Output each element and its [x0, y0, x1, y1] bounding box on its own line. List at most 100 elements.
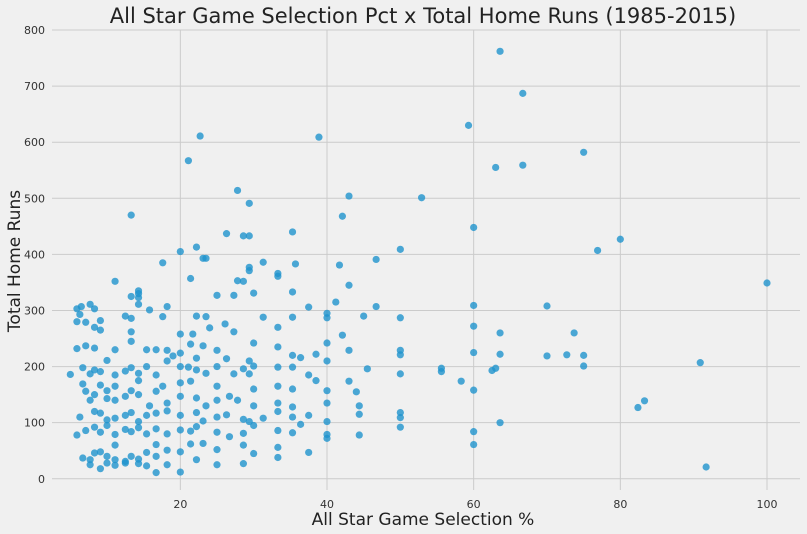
- scatter-point: [202, 313, 210, 321]
- scatter-point: [332, 298, 340, 306]
- scatter-point: [152, 425, 160, 433]
- scatter-point: [225, 392, 234, 400]
- scatter-point: [470, 348, 478, 357]
- scatter-point: [73, 318, 81, 326]
- scatter-point: [338, 212, 346, 220]
- scatter-point: [225, 433, 234, 441]
- scatter-point: [187, 340, 195, 348]
- scatter-point: [396, 423, 404, 431]
- scatter-point: [492, 364, 500, 372]
- scatter-point: [288, 363, 297, 371]
- scatter-point: [163, 399, 171, 407]
- scatter-point: [580, 362, 588, 370]
- scatter-point: [239, 460, 247, 468]
- scatter-point: [323, 309, 331, 317]
- scatter-point: [187, 427, 195, 435]
- scatter-point: [176, 411, 184, 419]
- scatter-point: [230, 291, 238, 299]
- scatter-point: [202, 402, 210, 410]
- scatter-point: [103, 356, 111, 365]
- scatter-point: [145, 402, 154, 410]
- y-tick-label: 300: [24, 304, 45, 317]
- scatter-point: [396, 351, 404, 359]
- scatter-point: [111, 382, 119, 390]
- scatter-point: [103, 459, 111, 467]
- scatter-point: [103, 452, 111, 460]
- scatter-point: [634, 403, 642, 412]
- scatter-point: [470, 301, 478, 310]
- scatter-point: [152, 371, 160, 379]
- scatter-point: [103, 421, 111, 430]
- scatter-point: [274, 323, 282, 331]
- scatter-point: [176, 392, 184, 400]
- scatter-point: [470, 440, 478, 449]
- scatter-point: [143, 448, 151, 457]
- scatter-point: [437, 368, 445, 376]
- scatter-point: [213, 362, 221, 371]
- scatter-point: [163, 461, 171, 469]
- scatter-point: [345, 192, 353, 200]
- scatter-point: [127, 292, 135, 301]
- scatter-point: [250, 289, 258, 297]
- scatter-point: [288, 228, 297, 236]
- scatter-point: [305, 303, 313, 311]
- x-tick-label: 20: [173, 498, 187, 511]
- scatter-point: [82, 387, 90, 395]
- y-tick-label: 600: [24, 136, 45, 149]
- scatter-point: [134, 377, 143, 385]
- scatter-point: [82, 426, 90, 435]
- scatter-point: [111, 371, 119, 379]
- scatter-point: [163, 407, 171, 415]
- scatter-point: [82, 342, 90, 350]
- scatter-point: [470, 223, 478, 232]
- scatter-point: [230, 328, 238, 336]
- scatter-point: [418, 194, 426, 202]
- scatter-point: [152, 387, 160, 395]
- scatter-point: [96, 409, 104, 417]
- scatter-point: [496, 329, 504, 337]
- scatter-point: [297, 354, 305, 362]
- scatter-point: [372, 302, 380, 311]
- scatter-point: [297, 420, 305, 428]
- scatter-point: [163, 446, 171, 454]
- scatter-point: [259, 414, 267, 422]
- scatter-point: [239, 365, 247, 373]
- scatter-point: [111, 396, 119, 404]
- scatter-point: [90, 366, 99, 374]
- scatter-point: [372, 255, 380, 264]
- scatter-point: [159, 313, 167, 321]
- scatter-point: [143, 346, 151, 354]
- scatter-point: [134, 424, 143, 432]
- scatter-point: [305, 371, 313, 379]
- scatter-point: [187, 274, 195, 283]
- grid-lines: [52, 29, 800, 490]
- scatter-point: [363, 365, 371, 373]
- scatter-point: [222, 411, 231, 419]
- scatter-point: [121, 367, 129, 375]
- scatter-point: [192, 423, 201, 431]
- scatter-point: [245, 370, 253, 378]
- scatter-point: [702, 463, 710, 471]
- scatter-point: [496, 419, 504, 427]
- scatter-point: [580, 351, 588, 359]
- scatter-point: [323, 387, 331, 395]
- scatter-point: [580, 148, 588, 156]
- scatter-point: [152, 469, 160, 477]
- scatter-point: [396, 370, 404, 378]
- scatter-point: [143, 430, 151, 438]
- scatter-point: [305, 411, 313, 419]
- scatter-point: [163, 357, 171, 365]
- scatter-point: [127, 337, 135, 345]
- scatter-point: [96, 381, 104, 389]
- scatter-point: [239, 415, 247, 423]
- scatter-point: [152, 440, 160, 449]
- scatter-point: [464, 121, 473, 129]
- scatter-point: [96, 316, 104, 325]
- scatter-point: [121, 459, 129, 467]
- scatter-point: [76, 310, 84, 319]
- scatter-point: [213, 446, 221, 454]
- scatter-point: [127, 211, 135, 219]
- scatter-point: [111, 430, 119, 439]
